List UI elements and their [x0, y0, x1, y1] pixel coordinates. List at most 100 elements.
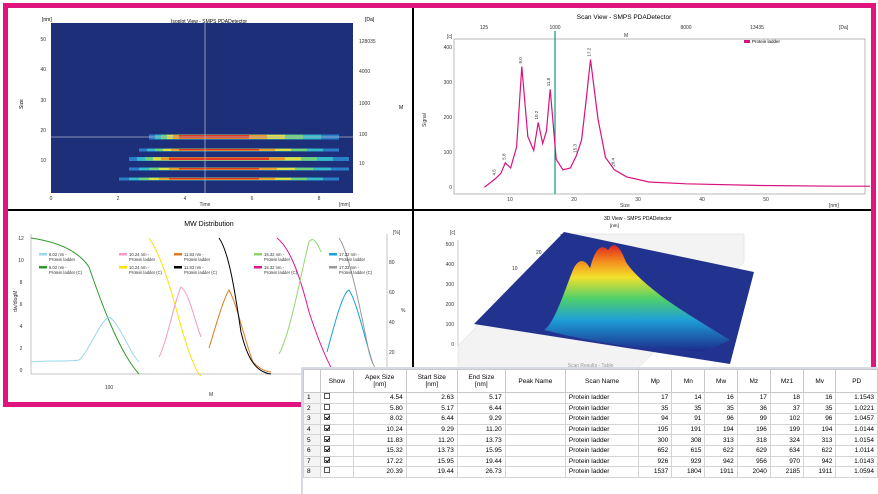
scan-plot-frame	[453, 38, 866, 195]
table-row[interactable]: 8 20.39 19.44 26.73 Protein ladder 1537 1804 19…	[303, 466, 878, 478]
table-cell-mw: 313	[704, 434, 738, 446]
table-cell-peak	[504, 392, 566, 404]
column-header[interactable]: PD	[835, 369, 878, 393]
show-checkbox[interactable]	[324, 414, 330, 421]
column-header[interactable]: Mz1	[769, 369, 805, 393]
table-cell-mn: 615	[671, 444, 706, 457]
table-cell-mz: 99	[736, 413, 771, 425]
row-number: 8	[303, 466, 321, 478]
table-cell-mz: 2040	[736, 466, 771, 478]
mw-curves	[30, 237, 382, 377]
isoplot-xtick: 8	[318, 196, 321, 202]
scan-xtick: 20	[571, 197, 577, 203]
column-header[interactable]: Peak Name	[504, 369, 566, 393]
table-cell-mv: 313	[803, 434, 837, 446]
table-row[interactable]: 6 15.32 13.73 15.95 Protein ladder 652 615 622 6…	[303, 444, 878, 457]
scan-peak-label: 5.8	[501, 153, 506, 160]
view3d-ztick: 300	[446, 282, 455, 288]
table-row[interactable]: 2 5.80 5.17 6.44 Protein ladder 35 35 35 36 37 35 1…	[303, 402, 878, 415]
isoplot-title: Isoplot View - SMPS PDADetector	[171, 19, 247, 25]
table-cell-mz1: 2185	[769, 466, 805, 478]
table-row[interactable]: 1 4.54 2.63 5.17 Protein ladder 17 14 16 17 18 16 1…	[303, 392, 878, 404]
scan-chart[interactable]: Scan View - SMPS PDADetector 125 1000 80…	[414, 9, 873, 209]
column-header[interactable]: Mn	[671, 369, 706, 393]
table-cell-mz: 629	[736, 444, 771, 457]
heatmap-band	[179, 149, 259, 151]
scan-peak-label: 15.3	[572, 143, 577, 152]
mw-legend-swatch	[254, 266, 262, 269]
heatmap-band	[169, 178, 259, 180]
table-cell-mz1: 37	[769, 402, 805, 415]
view3d-stick: 10	[512, 266, 518, 272]
column-header[interactable]: Start Size [nm]	[405, 369, 458, 393]
table-cell-scan: Protein ladder	[564, 413, 640, 425]
table-cell-scan: Protein ladder	[564, 444, 640, 457]
scan-peak-label: 4.5	[492, 169, 497, 176]
table-cell-start: 9.29	[405, 423, 458, 436]
scan-peak-label: 20.4	[610, 157, 615, 166]
table-cell-pd: 1.0154	[835, 434, 878, 446]
table-row[interactable]: 5 11.83 11.20 13.73 Protein ladder 300 308 313 3…	[303, 434, 878, 446]
scan-y-label: Signal	[422, 113, 428, 127]
isoplot-ytick: 20	[40, 128, 46, 134]
mw-legend-label: Protein ladder (C)	[129, 270, 163, 275]
scan-legend-label: Protein ladder	[752, 39, 781, 44]
mw-ytick: 2	[20, 346, 23, 352]
table-cell-mn: 308	[671, 434, 706, 446]
view3d-ztick: 200	[446, 302, 455, 308]
mw-chart[interactable]: MW Distribution 12 10 8 6 4 2 0 dw/dlogM…	[9, 212, 412, 404]
show-checkbox[interactable]	[324, 403, 330, 410]
table-cell-scan: Protein ladder	[564, 423, 640, 436]
column-header[interactable]: Mp	[638, 369, 673, 393]
show-checkbox[interactable]	[324, 435, 330, 442]
mw-curve	[30, 316, 140, 363]
mw-curve	[148, 237, 202, 377]
show-checkbox[interactable]	[324, 467, 330, 474]
scan-xtick: 50	[763, 197, 769, 203]
scan-series-line	[484, 59, 873, 188]
table-cell-peak	[504, 423, 566, 436]
results-table-window[interactable]: Scan Results - Table Show Apex Size [nm] St…	[301, 363, 878, 494]
column-header[interactable]: Scan Name	[564, 369, 640, 393]
scan-y-unit: [c]	[447, 34, 453, 40]
show-checkbox[interactable]	[324, 425, 330, 432]
isoplot-ytick: 50	[40, 37, 46, 43]
mw-ytick: 8	[20, 280, 23, 286]
column-header[interactable]: Mw	[704, 369, 738, 393]
heatmap-band	[169, 157, 269, 160]
column-header[interactable]: Apex Size [nm]	[352, 369, 407, 393]
table-cell-mz: 36	[736, 402, 771, 415]
table-cell-mv: 1911	[803, 466, 837, 478]
mw-legend-swatch	[39, 266, 47, 269]
table-row[interactable]: 3 8.02 6.44 9.29 Protein ladder 94 91 96 99 102 96…	[303, 413, 878, 425]
row-number: 2	[303, 402, 321, 415]
table-row[interactable]: 4 10.24 9.29 11.20 Protein ladder 195 191 194 19…	[303, 423, 878, 436]
table-header-row: Show Apex Size [nm] Start Size [nm] End Size[…	[303, 369, 878, 393]
horizontal-divider	[8, 209, 871, 211]
isoplot-chart[interactable]: Isoplot View - SMPS PDADetector [nm] [Da…	[9, 9, 412, 209]
table-body: 1 4.54 2.63 5.17 Protein ladder 17 14 16 17 18 16 1…	[303, 392, 878, 478]
results-table[interactable]: Show Apex Size [nm] Start Size [nm] End Size[…	[303, 369, 878, 478]
mw-legend-label: 8.02 nm -	[49, 265, 67, 270]
column-header[interactable]: End Size [nm]	[456, 369, 506, 393]
column-header[interactable]: Mz	[736, 369, 771, 393]
table-cell-start: 13.73	[405, 444, 458, 457]
mw-legend-label: 11.83 nm -	[184, 265, 204, 270]
show-checkbox[interactable]	[324, 393, 330, 400]
show-checkbox[interactable]	[324, 456, 330, 463]
column-header[interactable]: Mv	[803, 369, 837, 393]
scan-top-tick: 13435	[750, 25, 764, 31]
mw-legend-swatch	[39, 253, 47, 256]
view3d-chart[interactable]: 3D View - SMPS PDADetector [nm] [c] 500 …	[414, 212, 870, 373]
mw-legend-label: 10.24 nm -	[129, 265, 150, 270]
column-header[interactable]: Show	[320, 369, 354, 393]
table-row[interactable]: 7 17.22 15.95 19.44 Protein ladder 926 929 942 9…	[303, 455, 878, 468]
mw-y-label: dw/dlogM	[13, 291, 19, 312]
show-checkbox[interactable]	[324, 446, 330, 453]
table-cell-peak	[504, 455, 566, 468]
scan-ytick: 400	[444, 45, 453, 51]
mw-legend-label: Protein ladder (C)	[339, 270, 373, 275]
scan-top-tick: 1000	[549, 25, 560, 31]
scan-ytick: 100	[444, 150, 453, 156]
mw-legend-label: Protein ladder	[129, 257, 156, 262]
